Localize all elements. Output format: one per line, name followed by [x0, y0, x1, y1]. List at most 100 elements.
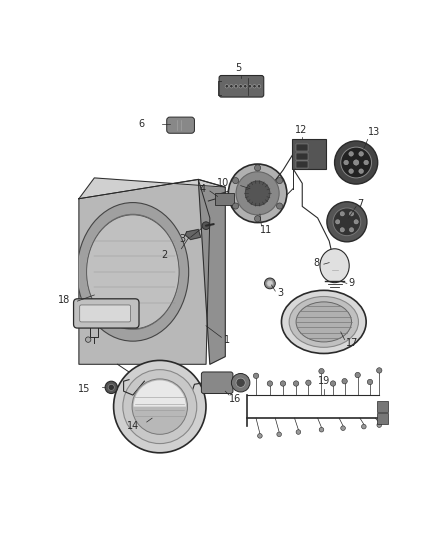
- Circle shape: [245, 181, 270, 206]
- Text: 5: 5: [235, 63, 241, 73]
- FancyBboxPatch shape: [74, 299, 139, 328]
- Circle shape: [306, 380, 311, 385]
- Circle shape: [253, 373, 259, 378]
- Text: 15: 15: [78, 384, 91, 394]
- Circle shape: [123, 370, 197, 443]
- Text: 3: 3: [277, 288, 283, 298]
- Circle shape: [277, 432, 282, 437]
- Circle shape: [276, 203, 283, 209]
- Polygon shape: [198, 180, 225, 364]
- Circle shape: [105, 381, 117, 393]
- Circle shape: [265, 278, 276, 289]
- Circle shape: [350, 212, 353, 216]
- FancyBboxPatch shape: [377, 413, 388, 424]
- Polygon shape: [185, 230, 201, 239]
- FancyBboxPatch shape: [80, 305, 131, 322]
- Circle shape: [254, 165, 261, 171]
- Ellipse shape: [77, 203, 189, 341]
- Circle shape: [85, 337, 91, 342]
- FancyBboxPatch shape: [201, 372, 233, 393]
- Circle shape: [254, 216, 261, 222]
- Circle shape: [267, 280, 273, 287]
- Text: 10: 10: [217, 179, 229, 188]
- Circle shape: [350, 228, 353, 232]
- Circle shape: [233, 203, 239, 209]
- Circle shape: [253, 85, 256, 88]
- Polygon shape: [79, 178, 225, 199]
- Circle shape: [319, 368, 324, 374]
- Circle shape: [349, 169, 353, 174]
- Polygon shape: [79, 180, 210, 364]
- Circle shape: [231, 374, 250, 392]
- Text: 13: 13: [367, 127, 380, 137]
- Circle shape: [296, 430, 301, 434]
- FancyBboxPatch shape: [219, 76, 264, 97]
- Circle shape: [336, 220, 340, 224]
- Circle shape: [230, 85, 233, 88]
- Circle shape: [354, 220, 358, 224]
- Text: 17: 17: [346, 338, 359, 348]
- Ellipse shape: [296, 302, 352, 342]
- Circle shape: [355, 373, 360, 378]
- Circle shape: [280, 381, 286, 386]
- Circle shape: [258, 85, 261, 88]
- FancyBboxPatch shape: [297, 153, 308, 160]
- Circle shape: [327, 202, 367, 242]
- Circle shape: [341, 426, 346, 431]
- Circle shape: [330, 381, 336, 386]
- Circle shape: [202, 222, 210, 230]
- Circle shape: [359, 151, 364, 156]
- Text: 19: 19: [318, 376, 330, 386]
- Circle shape: [353, 160, 359, 165]
- Ellipse shape: [289, 296, 358, 348]
- Circle shape: [267, 381, 272, 386]
- Text: 2: 2: [161, 250, 167, 260]
- Circle shape: [228, 164, 287, 223]
- Circle shape: [340, 212, 344, 216]
- Circle shape: [244, 85, 247, 88]
- Circle shape: [248, 85, 251, 88]
- Ellipse shape: [282, 290, 366, 353]
- Text: 6: 6: [138, 119, 145, 129]
- Circle shape: [333, 208, 361, 236]
- Circle shape: [359, 169, 364, 174]
- Circle shape: [108, 384, 114, 391]
- FancyBboxPatch shape: [167, 117, 194, 133]
- FancyBboxPatch shape: [297, 161, 308, 168]
- Circle shape: [361, 424, 366, 429]
- Circle shape: [364, 160, 368, 165]
- Circle shape: [236, 172, 279, 215]
- FancyBboxPatch shape: [215, 192, 234, 205]
- Circle shape: [341, 147, 371, 178]
- Circle shape: [258, 433, 262, 438]
- Text: 4: 4: [200, 184, 206, 195]
- Circle shape: [113, 360, 206, 453]
- Text: 7: 7: [358, 199, 364, 209]
- Circle shape: [225, 85, 229, 88]
- Circle shape: [236, 378, 245, 387]
- Circle shape: [344, 160, 349, 165]
- Circle shape: [335, 141, 378, 184]
- Circle shape: [377, 368, 382, 373]
- Text: 9: 9: [349, 278, 355, 288]
- Circle shape: [377, 423, 381, 427]
- Circle shape: [349, 151, 353, 156]
- Circle shape: [132, 379, 187, 434]
- Circle shape: [233, 177, 239, 184]
- Circle shape: [319, 427, 324, 432]
- Text: 11: 11: [260, 224, 272, 235]
- Text: 16: 16: [229, 394, 241, 404]
- Circle shape: [342, 378, 347, 384]
- FancyBboxPatch shape: [297, 144, 308, 151]
- Wedge shape: [134, 381, 186, 407]
- Circle shape: [276, 177, 283, 184]
- Text: 18: 18: [57, 295, 70, 304]
- Ellipse shape: [320, 249, 349, 282]
- Text: 1: 1: [224, 335, 230, 345]
- Circle shape: [293, 381, 299, 386]
- Text: 3: 3: [179, 234, 185, 244]
- Circle shape: [367, 379, 373, 385]
- FancyBboxPatch shape: [377, 401, 388, 412]
- Text: 12: 12: [294, 125, 307, 135]
- Circle shape: [340, 228, 344, 232]
